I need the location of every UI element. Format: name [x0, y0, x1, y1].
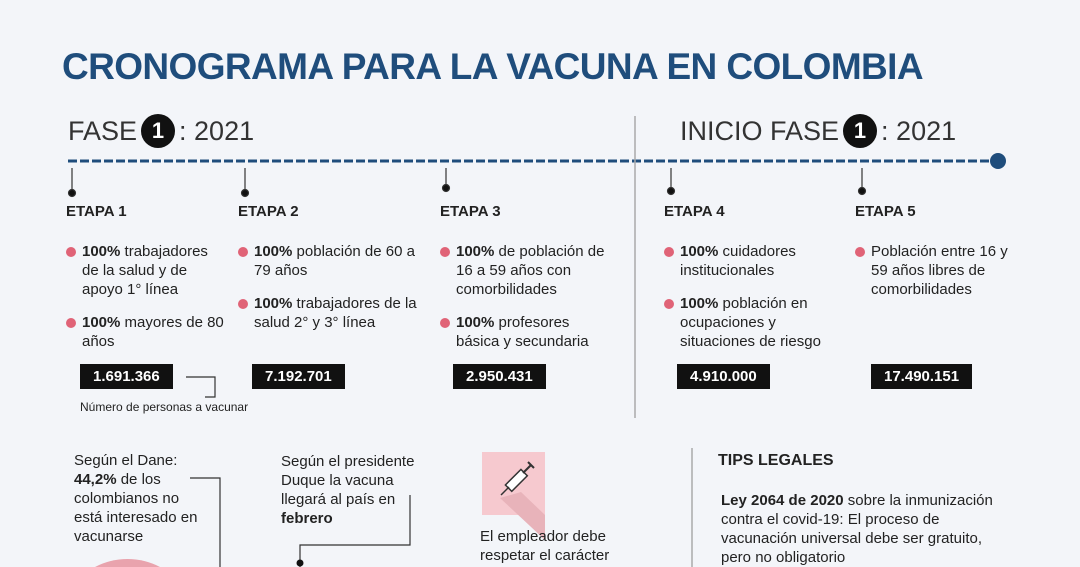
phase-label: FASE	[68, 115, 138, 146]
stage: ETAPA 1 100% trabajadores de la salud y d…	[66, 203, 251, 365]
stage: ETAPA 3 100% de población de 16 a 59 años…	[440, 203, 625, 365]
text: sobre la inmunización contra el covid-19…	[721, 492, 993, 566]
phase: INICIO FASE 1: 2021	[680, 114, 956, 148]
item-bold: 100%	[680, 243, 719, 260]
item-text: trabajadores de la salud 2° y 3° línea	[254, 295, 417, 331]
item-text: población de 60 a 79 años	[254, 243, 415, 279]
count: 2.950.431	[453, 364, 546, 389]
stage-item: 100% profesores básica y secundaria	[440, 313, 616, 351]
text: El empleador debe respetar el carácter	[480, 528, 610, 564]
stage-item: Población entre 16 y 59 años libres de c…	[855, 242, 1011, 299]
stage-ticks	[67, 168, 867, 198]
stage: ETAPA 4 100% cuidadores institucionales 10…	[664, 203, 849, 365]
stage: ETAPA 5 Población entre 16 y 59 años libr…	[855, 203, 1040, 313]
item-bold: 100%	[680, 295, 719, 312]
stage-item: 100% mayores de 80 años	[66, 313, 227, 351]
connector-dot	[296, 559, 304, 567]
phase-number: 1	[843, 114, 878, 148]
stage-name: ETAPA 4	[664, 203, 725, 220]
stage-item: 100% trabajadores de la salud y de apoyo…	[66, 242, 227, 299]
stage-item: 100% de población de 16 a 59 años con co…	[440, 242, 616, 299]
stage-name: ETAPA 1	[66, 203, 127, 220]
connector	[299, 495, 411, 567]
tips-title: TIPS LEGALES	[718, 452, 834, 469]
bold-text: 44,2%	[74, 471, 117, 488]
item-bold: 100%	[456, 314, 495, 331]
note: Según el presidente Duque la vacuna lleg…	[281, 452, 431, 528]
count-pointer	[186, 376, 216, 398]
bold-text: febrero	[281, 510, 333, 527]
stage-name: ETAPA 5	[855, 203, 916, 220]
count: 4.910.000	[677, 364, 770, 389]
item-text: cuidadores institucionales	[680, 243, 796, 279]
note: El empleador debe respetar el carácter	[480, 527, 630, 565]
bold-text: Ley 2064 de 2020	[721, 492, 844, 509]
count: 17.490.151	[871, 364, 973, 389]
phase-label: INICIO FASE	[680, 115, 840, 146]
connector	[190, 477, 221, 567]
title: CRONOGRAMA PARA LA VACUNA EN COLOMBIA	[62, 46, 924, 87]
stage: ETAPA 2 100% población de 60 a 79 años 100…	[238, 203, 423, 346]
item-text: de población de 16 a 59 años con comorbi…	[456, 243, 605, 298]
text: Según el Dane:	[74, 452, 178, 469]
text: Según el presidente Duque la vacuna lleg…	[281, 453, 415, 508]
phase: FASE 1: 2021	[68, 114, 254, 148]
item-text: población en ocupaciones y situaciones d…	[680, 295, 821, 350]
stage-name: ETAPA 3	[440, 203, 501, 220]
phase-number: 1	[141, 114, 176, 148]
item-bold: 100%	[254, 243, 293, 260]
stage-item: 100% cuidadores institucionales	[664, 242, 840, 280]
item-text: Población entre 16 y 59 años libres de c…	[871, 243, 1008, 298]
item-bold: 100%	[82, 314, 121, 331]
phase-year: : 2021	[881, 115, 957, 146]
stage-item: 100% trabajadores de la salud 2° y 3° lí…	[238, 294, 429, 332]
item-bold: 100%	[82, 243, 121, 260]
phase-year: : 2021	[179, 115, 255, 146]
item-bold: 100%	[456, 243, 495, 260]
item-text: trabajadores de la salud y de apoyo 1° l…	[82, 243, 208, 298]
item-text: profesores básica y secundaria	[456, 314, 589, 350]
note: Según el Dane: 44,2% de los colombianos …	[74, 451, 209, 546]
stage-name: ETAPA 2	[238, 203, 299, 220]
stage-item: 100% población en ocupaciones y situacio…	[664, 294, 840, 351]
syringe-icon	[482, 452, 545, 540]
count: 7.192.701	[252, 364, 345, 389]
item-text: mayores de 80 años	[82, 314, 224, 350]
timeline-end	[990, 153, 1006, 169]
item-bold: 100%	[254, 295, 293, 312]
count: 1.691.366	[80, 364, 173, 389]
pie-fragment	[95, 558, 160, 567]
count-note: Número de personas a vacunar	[80, 400, 249, 414]
stage-item: 100% población de 60 a 79 años	[238, 242, 429, 280]
tips-text: Ley 2064 de 2020 sobre la inmunización c…	[721, 491, 1011, 567]
text: de los colombianos no está interesado en…	[74, 471, 198, 545]
